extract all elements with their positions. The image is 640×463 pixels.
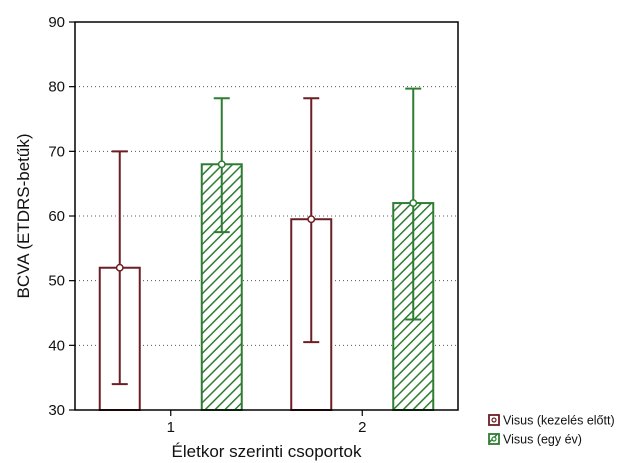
mean-point xyxy=(307,215,316,224)
legend-marker xyxy=(491,417,497,423)
y-tick-label: 80 xyxy=(48,79,65,96)
x-axis-title: Életkor szerinti csoportok xyxy=(172,442,362,461)
y-tick-label: 70 xyxy=(48,143,65,160)
y-tick-label: 50 xyxy=(48,273,65,290)
bars xyxy=(98,87,435,411)
legend-label: Visus (egy év) xyxy=(503,433,582,447)
x-tick-label: 1 xyxy=(167,419,175,436)
legend: Visus (kezelés előtt) Visus (egy év) xyxy=(488,414,615,447)
mean-point xyxy=(115,263,124,272)
legend-label: Visus (kezelés előtt) xyxy=(503,414,615,428)
mean-point xyxy=(217,160,226,169)
axis-ticks: 30 40 50 60 70 80 90 1 2 xyxy=(48,14,366,436)
y-axis-title: BCVA (ETDRS-betűk) xyxy=(14,133,33,298)
y-tick-label: 60 xyxy=(48,208,65,225)
legend-marker xyxy=(491,436,497,442)
y-tick-label: 30 xyxy=(48,402,65,419)
y-tick-label: 90 xyxy=(48,14,65,31)
mean-point xyxy=(409,199,418,208)
y-tick-label: 40 xyxy=(48,337,65,354)
x-tick-label: 2 xyxy=(358,419,366,436)
